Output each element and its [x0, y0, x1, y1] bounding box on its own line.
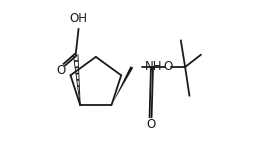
Text: O: O	[57, 64, 66, 77]
Polygon shape	[111, 66, 133, 105]
Text: OH: OH	[70, 12, 88, 25]
Text: O: O	[163, 60, 173, 73]
Text: NH: NH	[145, 60, 162, 73]
Text: O: O	[146, 118, 155, 131]
